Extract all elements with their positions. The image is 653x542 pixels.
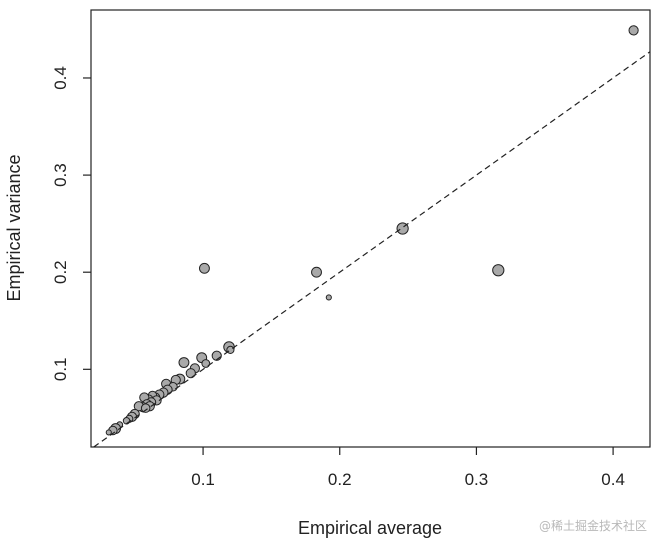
x-tick-label: 0.4: [601, 470, 625, 489]
data-point: [140, 403, 151, 413]
y-tick-label: 0.3: [51, 163, 70, 187]
data-point: [311, 266, 322, 278]
x-tick-label: 0.2: [328, 470, 352, 489]
identity-reference-line: [93, 51, 651, 448]
watermark: @稀土掘金技术社区: [538, 519, 647, 533]
y-tick-label: 0.1: [51, 357, 70, 381]
x-tick-label: 0.3: [465, 470, 489, 489]
data-point: [628, 25, 639, 36]
points-layer: [105, 25, 639, 436]
data-point: [178, 357, 190, 368]
data-point: [201, 359, 211, 368]
y-tick-label: 0.4: [51, 66, 70, 90]
y-axis: 0.1 0.2 0.3 0.4: [51, 66, 91, 381]
data-point: [199, 262, 210, 274]
data-point: [325, 294, 332, 301]
plot-frame: [90, 9, 651, 448]
data-point: [492, 264, 505, 277]
x-axis-label: Empirical average: [298, 518, 442, 538]
data-point: [185, 368, 196, 379]
y-tick-label: 0.2: [51, 260, 70, 284]
x-tick-label: 0.1: [191, 470, 215, 489]
x-axis: 0.1 0.2 0.3 0.4: [191, 447, 625, 489]
y-axis-label: Empirical variance: [4, 154, 24, 301]
data-point: [105, 429, 112, 436]
